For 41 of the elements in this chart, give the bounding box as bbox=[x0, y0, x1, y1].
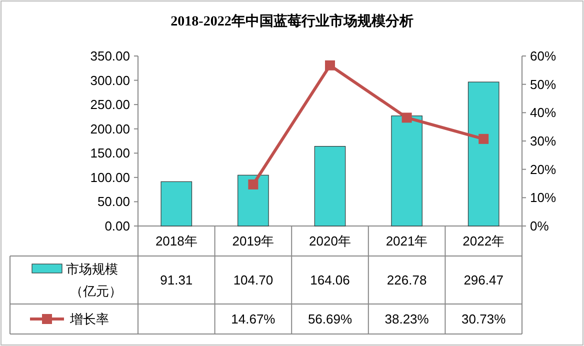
y-tick-label: 50.00 bbox=[97, 194, 130, 210]
data-label: 104.70 bbox=[233, 272, 274, 288]
y-tick-label: 0.00 bbox=[104, 218, 130, 234]
y-tick-label: 250.00 bbox=[90, 97, 130, 112]
x-tick-label: 2020年 bbox=[309, 234, 351, 248]
y2-tick-label: 10% bbox=[530, 190, 556, 206]
bar bbox=[238, 174, 269, 226]
y2-tick-label: 0% bbox=[530, 218, 550, 234]
data-label: 226.78 bbox=[386, 272, 427, 288]
point bbox=[402, 112, 412, 123]
data-label: 30.73% bbox=[462, 312, 506, 326]
y-tick-label: 100.00 bbox=[90, 170, 130, 185]
y2-tick-label: 60% bbox=[530, 48, 556, 64]
bar bbox=[160, 181, 192, 226]
x-tick-label: 2022年 bbox=[462, 234, 505, 248]
y-tick-label: 350.00 bbox=[90, 48, 130, 64]
data-label: 296.47 bbox=[464, 272, 504, 288]
y-tick-label: 150.00 bbox=[90, 146, 130, 161]
y-tick-label: 300.00 bbox=[90, 72, 130, 88]
bar bbox=[314, 146, 346, 226]
chart-title: 2018-2022年中国蓝莓行业市场规模分析 bbox=[170, 12, 414, 30]
y-tick-label: 200.00 bbox=[90, 121, 130, 136]
x-tick-label: 2021年 bbox=[386, 234, 428, 248]
legend-label: 增长率 bbox=[69, 312, 109, 326]
x-tick-label: 2018年 bbox=[155, 234, 198, 248]
bar bbox=[391, 116, 422, 226]
point bbox=[325, 60, 335, 70]
y2-tick-label: 20% bbox=[530, 162, 556, 177]
data-label: 91.31 bbox=[160, 272, 193, 288]
point bbox=[248, 179, 258, 190]
data-label: 164.06 bbox=[310, 272, 350, 288]
bar bbox=[468, 82, 500, 226]
data-label: 38.23% bbox=[384, 312, 430, 326]
y2-tick-label: 40% bbox=[530, 105, 556, 120]
y2-tick-label: 30% bbox=[530, 134, 556, 148]
x-tick-label: 2019年 bbox=[232, 234, 274, 248]
y2-tick-label: 50% bbox=[530, 76, 556, 92]
legend-label: 市场规模（亿元） bbox=[66, 262, 122, 298]
data-label: 14.67% bbox=[231, 312, 276, 326]
point bbox=[478, 134, 489, 144]
data-label: 56.69% bbox=[308, 312, 352, 326]
